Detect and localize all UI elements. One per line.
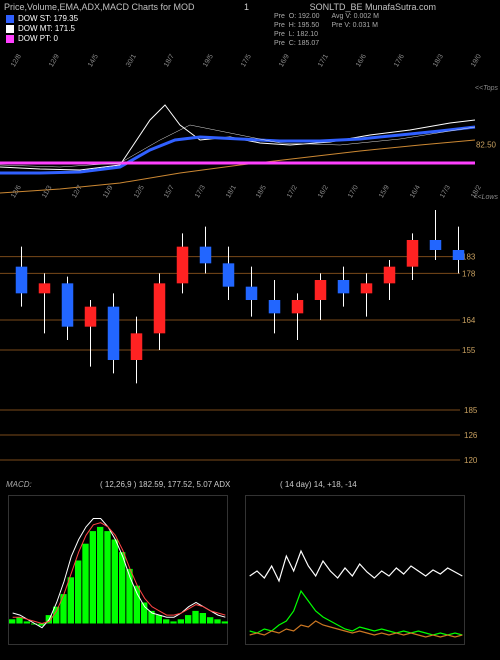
svg-text:120: 120 [464, 456, 478, 465]
legend-row: DOW MT: 171.5 [6, 24, 78, 34]
legend-swatch [6, 35, 14, 43]
prev-row: Pre O: 192.00 [274, 12, 320, 21]
svg-text:164: 164 [462, 316, 476, 325]
center-num: 1 [244, 2, 249, 12]
svg-text:155: 155 [462, 346, 476, 355]
legend-row: DOW ST: 179.35 [6, 14, 78, 24]
prev-row: Pre C: 185.07 [274, 39, 320, 48]
prev-row: Pre V: 0.031 M [331, 21, 378, 30]
title-left: Price,Volume,EMA,ADX,MACD Charts for MOD [4, 2, 195, 12]
prev-row: Pre L: 182.10 [274, 30, 320, 39]
chart-header: Price,Volume,EMA,ADX,MACD Charts for MOD… [4, 2, 496, 42]
macd-subchart [8, 495, 228, 645]
prev-row: Avg V: 0.002 M [331, 12, 378, 21]
adx-values: ( 14 day) 14, +18, -14 [280, 480, 357, 489]
svg-text:178: 178 [462, 269, 476, 278]
legend-row: DOW PT: 0 [6, 34, 78, 44]
svg-text:126: 126 [464, 431, 478, 440]
legend-swatch [6, 25, 14, 33]
price-tick: 82.50 [476, 141, 496, 150]
macd-values: ( 12,26,9 ) 182.59, 177.52, 5.07 ADX [100, 480, 230, 489]
legend-label: DOW ST: 179.35 [18, 14, 78, 24]
legend-label: DOW MT: 171.5 [18, 24, 75, 34]
legend-label: DOW PT: 0 [18, 34, 58, 44]
legend-swatch [6, 15, 14, 23]
legend: DOW ST: 179.35DOW MT: 171.5DOW PT: 0 [6, 14, 78, 44]
prev-values: Pre O: 192.00Pre H: 195.50Pre L: 182.10P… [274, 12, 389, 48]
top-date-axis: 12/812/914/530/118/719/517/516/917/116/6… [0, 55, 500, 115]
title-right: SONLTD_BE MunafaSutra.com [310, 2, 436, 12]
adx-subchart [245, 495, 465, 645]
macd-label: MACD: [6, 480, 32, 489]
prev-row: Pre H: 195.50 [274, 21, 320, 30]
svg-text:185: 185 [464, 406, 478, 415]
candlestick-chart: <<Lows 183178164155 12/611/312/711/912/5… [0, 200, 500, 400]
lower-grid: 185 126 120 [0, 400, 500, 470]
